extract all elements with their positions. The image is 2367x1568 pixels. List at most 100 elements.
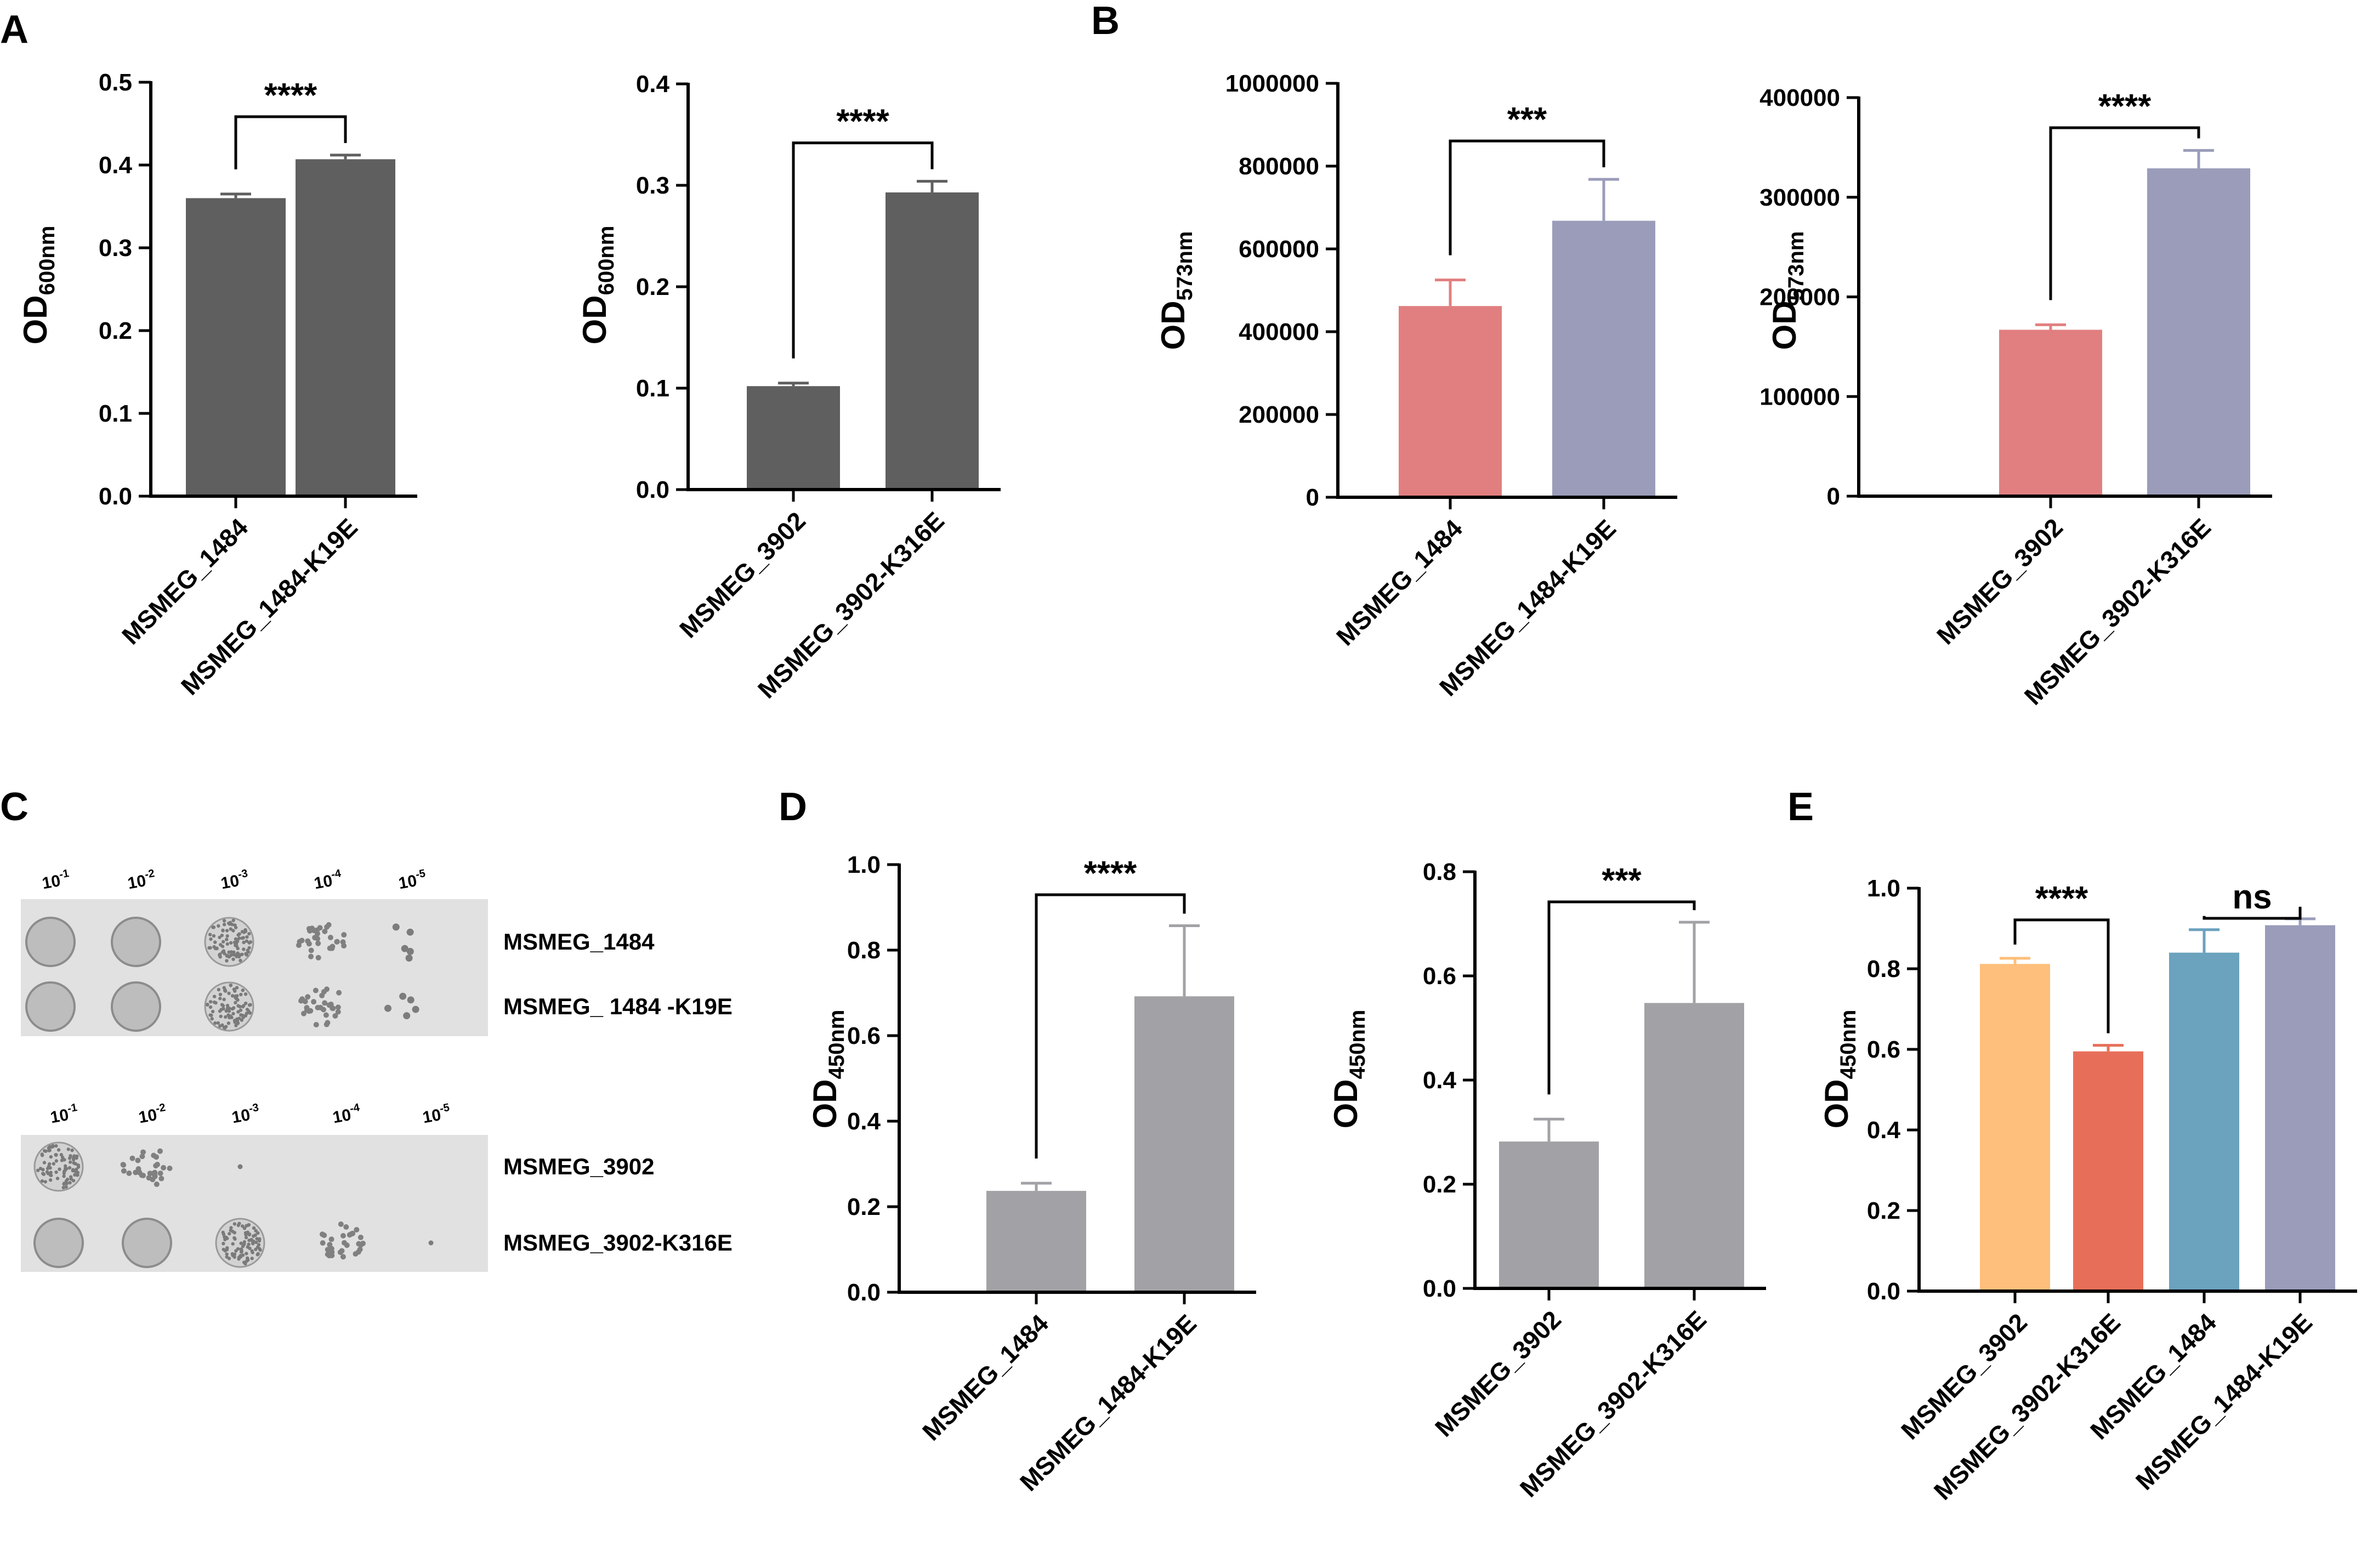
- colony: [242, 1226, 247, 1230]
- y-tick-label: 0.2: [847, 1194, 881, 1220]
- dilution-exponent: -2: [155, 1101, 166, 1115]
- colony: [220, 1023, 224, 1027]
- y-tick-label: 0.5: [99, 69, 132, 96]
- bar: [1552, 220, 1655, 497]
- colony: [237, 1255, 241, 1259]
- colony: [323, 1021, 330, 1027]
- colony: [229, 1226, 233, 1230]
- colony: [211, 925, 215, 929]
- colony: [225, 959, 229, 963]
- colony: [67, 1166, 72, 1170]
- y-axis-label: OD450nm: [1327, 1010, 1370, 1129]
- colony: [147, 1171, 153, 1177]
- colony: [244, 952, 248, 956]
- y-tick-label: 0.2: [1867, 1197, 1900, 1224]
- y-tick-label: 0.8: [847, 937, 881, 964]
- bar: [296, 159, 395, 496]
- y-tick-label: 0.1: [636, 375, 669, 402]
- spot-row-label: MSMEG_1484: [503, 929, 655, 955]
- colony: [140, 1149, 146, 1155]
- colony: [305, 994, 311, 1000]
- colony: [222, 923, 226, 927]
- colony: [36, 1168, 40, 1173]
- colony: [239, 1013, 243, 1017]
- colony: [249, 1237, 253, 1242]
- colony: [308, 947, 314, 953]
- colony: [357, 1246, 363, 1252]
- colony: [208, 1005, 213, 1009]
- colony: [71, 1169, 75, 1173]
- y-tick-label: 300000: [1759, 184, 1840, 211]
- colony: [58, 1167, 61, 1171]
- colony: [228, 922, 231, 925]
- colony: [223, 952, 226, 956]
- spot-plate-bottom: 10-1 10-2 10-3 10-4 10-5MSMEG_3902MSMEG_3902…: [21, 1101, 733, 1272]
- colony: [243, 992, 248, 996]
- colony: [360, 1240, 366, 1246]
- colony: [218, 997, 222, 1001]
- colony: [221, 1004, 225, 1008]
- colony: [41, 1168, 45, 1172]
- colony: [208, 999, 213, 1004]
- colony: [328, 1246, 334, 1252]
- colony: [140, 1173, 146, 1179]
- dilution-exponent: -5: [415, 867, 426, 881]
- y-axis-label: OD573nm: [1155, 231, 1197, 350]
- significance-label: ****: [836, 103, 889, 141]
- colony: [298, 998, 304, 1004]
- y-tick-label: 0.4: [1423, 1067, 1457, 1094]
- colony: [60, 1158, 64, 1162]
- growth-spot: [33, 1218, 84, 1268]
- y-axis-label-main: OD: [576, 295, 613, 344]
- significance-label: ****: [2035, 880, 2088, 918]
- colony: [334, 939, 340, 945]
- colony: [229, 953, 233, 957]
- y-tick-label: 0.0: [636, 476, 669, 503]
- bar: [1499, 1141, 1599, 1288]
- colony: [308, 953, 314, 959]
- significance-bracket: [234, 115, 347, 169]
- dilution-exponent: -4: [330, 867, 342, 881]
- colony: [222, 997, 226, 1002]
- colony: [245, 939, 249, 943]
- y-tick-label: 0.3: [636, 172, 669, 199]
- colony: [129, 1155, 135, 1161]
- significance-bracket: [2049, 126, 2200, 300]
- colony: [247, 931, 251, 936]
- colony: [222, 919, 226, 923]
- colony: [49, 1155, 53, 1159]
- colony: [406, 928, 414, 936]
- colony: [327, 1242, 333, 1248]
- colony: [412, 1005, 419, 1013]
- colony: [67, 1156, 72, 1160]
- panel-label-e: E: [1787, 785, 1814, 829]
- colony: [231, 1012, 235, 1016]
- colony: [153, 1163, 159, 1169]
- colony: [322, 1000, 328, 1006]
- colony: [312, 935, 318, 941]
- colony: [250, 1249, 254, 1253]
- colony: [243, 929, 248, 933]
- y-tick-label: 0.4: [847, 1108, 881, 1135]
- y-tick-label: 0: [1827, 483, 1840, 510]
- bar: [2169, 952, 2239, 1291]
- colony: [225, 1252, 229, 1256]
- y-axis-label-main: OD: [17, 295, 54, 344]
- y-tick-label: 200000: [1239, 401, 1319, 428]
- colony: [223, 988, 227, 992]
- colony: [42, 1161, 47, 1164]
- y-tick-label: 0.2: [636, 274, 669, 300]
- colony: [428, 1240, 434, 1246]
- colony: [320, 1240, 326, 1246]
- y-axis-label-subscript: 450nm: [1346, 1010, 1370, 1080]
- colony: [205, 1003, 209, 1007]
- dilution-label: 10-1: [48, 1101, 80, 1127]
- dilution-base: 10: [49, 1106, 70, 1127]
- colony: [232, 1006, 236, 1010]
- colony: [40, 1179, 44, 1183]
- bar: [1644, 1003, 1744, 1288]
- colony: [218, 992, 223, 997]
- colony: [302, 998, 308, 1004]
- colony: [212, 1000, 217, 1004]
- y-tick-label: 600000: [1239, 236, 1319, 263]
